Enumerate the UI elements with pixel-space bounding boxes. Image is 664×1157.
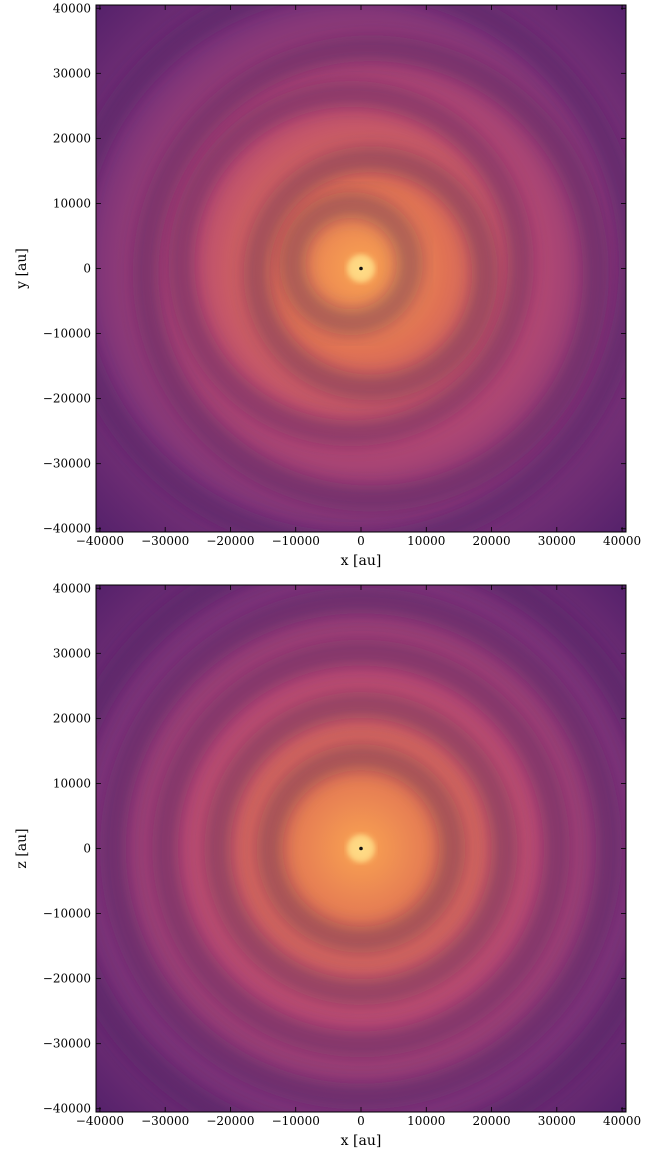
x-tick-label: −30000: [141, 534, 189, 548]
y-axis-label: z [au]: [14, 828, 30, 868]
x-tick-label: −10000: [272, 534, 320, 548]
y-tick-label: 40000: [53, 581, 91, 595]
density-ring: [279, 191, 423, 336]
y-axis-label: y [au]: [14, 248, 30, 290]
x-tick-label: 10000: [407, 534, 445, 548]
core: [359, 266, 363, 271]
x-tick-label: −30000: [141, 1114, 189, 1128]
x-tick-label: −20000: [206, 1114, 254, 1128]
x-tick-label: 40000: [603, 534, 641, 548]
x-tick-label: −40000: [76, 534, 124, 548]
density-image: [96, 585, 626, 1112]
x-tick-label: 10000: [407, 1114, 445, 1128]
x-tick-label: 30000: [538, 1114, 576, 1128]
x-tick-label: 40000: [603, 1114, 641, 1128]
density-ring: [256, 744, 466, 953]
y-tick-label: −30000: [43, 457, 91, 471]
x-axis-label: x [au]: [341, 1133, 382, 1149]
x-tick-label: 20000: [472, 534, 510, 548]
density-ring: [132, 35, 609, 512]
y-tick-label: 20000: [53, 711, 91, 725]
y-tick-label: −20000: [43, 972, 91, 986]
y-tick-label: −40000: [43, 1102, 91, 1116]
x-tick-label: 30000: [538, 534, 576, 548]
y-tick-label: 30000: [53, 646, 91, 660]
x-axis-label: x [au]: [341, 553, 382, 569]
y-tick-label: 10000: [53, 776, 91, 790]
density-ring: [243, 146, 499, 401]
y-tick-label: 40000: [53, 1, 91, 15]
y-tick-label: 30000: [53, 66, 91, 80]
density-ring: [204, 691, 518, 1006]
y-tick-label: 20000: [53, 131, 91, 145]
x-tick-label: −10000: [272, 1114, 320, 1128]
y-tick-label: −40000: [43, 522, 91, 536]
density-ring: [168, 80, 534, 447]
y-tick-label: 0: [83, 842, 91, 856]
x-tick-label: 0: [357, 534, 365, 548]
y-tick-label: −10000: [43, 907, 91, 921]
x-tick-label: −20000: [206, 534, 254, 548]
density-ring: [99, 587, 623, 1110]
y-tick-label: −30000: [43, 1037, 91, 1051]
core: [359, 846, 363, 851]
density-image: [96, 5, 626, 532]
x-tick-label: 20000: [472, 1114, 510, 1128]
y-tick-label: 0: [83, 262, 91, 276]
panel: −40000 −30000 −20000 −10000 0 10000 20000 30000…: [14, 1, 641, 569]
y-tick-label: 10000: [53, 196, 91, 210]
x-tick-label: 0: [357, 1114, 365, 1128]
x-tick-label: −40000: [76, 1114, 124, 1128]
y-tick-label: −10000: [43, 327, 91, 341]
density-ring: [152, 639, 570, 1058]
panel: −40000 −30000 −20000 −10000 0 10000 20000 30000…: [14, 581, 641, 1149]
y-tick-label: −20000: [43, 392, 91, 406]
